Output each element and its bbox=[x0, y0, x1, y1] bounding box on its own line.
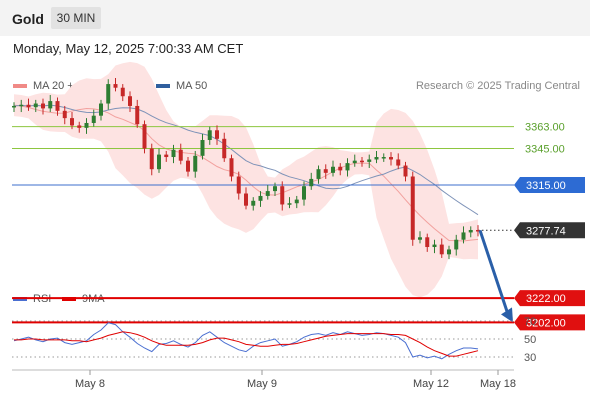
x-tick-label: May 12 bbox=[413, 378, 449, 390]
candle-body bbox=[171, 149, 176, 158]
rsi-level-50-label: 50 bbox=[524, 334, 536, 346]
candle-body bbox=[425, 237, 430, 248]
rsi-line bbox=[13, 322, 479, 360]
timeframe-button[interactable]: 30 MIN bbox=[51, 7, 101, 29]
candle-body bbox=[236, 176, 241, 194]
candle-body bbox=[454, 239, 459, 250]
x-tick-label: May 9 bbox=[247, 378, 277, 390]
ma20-line bbox=[13, 104, 479, 242]
rsi-level-30-label: 30 bbox=[524, 352, 536, 364]
candle-body bbox=[410, 176, 415, 240]
candle-body bbox=[374, 157, 379, 160]
last-price-label: 3277.74 bbox=[526, 225, 566, 237]
candle-body bbox=[294, 199, 299, 204]
candle-body bbox=[338, 166, 343, 171]
candle-body bbox=[273, 186, 277, 192]
candle-body bbox=[439, 244, 444, 255]
rsi-ma-line bbox=[14, 331, 479, 357]
candle-body bbox=[12, 105, 16, 108]
support-tag bbox=[514, 290, 585, 307]
support-tag bbox=[514, 314, 585, 331]
candle-body bbox=[113, 84, 118, 88]
legend-ma50-label: MA 50 bbox=[176, 80, 208, 92]
resistance-label: 3363.00 bbox=[525, 122, 565, 134]
candle-body bbox=[135, 105, 140, 125]
candle-body bbox=[157, 154, 161, 170]
candle-body bbox=[215, 130, 219, 139]
candle-body bbox=[432, 244, 437, 248]
candle-body bbox=[352, 160, 357, 164]
candle-body bbox=[345, 163, 350, 171]
candle-body bbox=[396, 159, 401, 166]
candle-body bbox=[70, 118, 74, 126]
support-label: 3202.00 bbox=[526, 317, 566, 329]
timestamp: Monday, May 12, 2025 7:00:33 AM CET bbox=[13, 41, 244, 56]
candle-body bbox=[62, 110, 67, 119]
candle-body bbox=[287, 203, 292, 205]
candle-body bbox=[403, 165, 408, 177]
candle-body bbox=[142, 124, 147, 149]
candle-body bbox=[251, 200, 256, 206]
candle-body bbox=[461, 232, 466, 240]
candle-body bbox=[149, 148, 154, 170]
candle-body bbox=[200, 140, 205, 156]
candle-body bbox=[120, 87, 125, 97]
candle-body bbox=[164, 154, 169, 158]
credit-text: Research © 2025 Trading Central bbox=[415, 80, 580, 92]
pivot-label: 3315.00 bbox=[526, 180, 566, 192]
candle-body bbox=[476, 229, 480, 232]
candle-body bbox=[33, 103, 38, 108]
candle-body bbox=[323, 169, 328, 173]
candle-body bbox=[186, 160, 190, 172]
x-tick-label: May 18 bbox=[480, 378, 516, 390]
candle-body bbox=[360, 160, 364, 163]
candle-body bbox=[26, 104, 31, 108]
candle-body bbox=[468, 229, 473, 233]
pivot-tag bbox=[514, 177, 585, 193]
forecast-arrow-line bbox=[478, 229, 510, 315]
resistance-label: 3345.00 bbox=[525, 144, 565, 156]
candle-body bbox=[309, 178, 314, 187]
candle-body bbox=[222, 138, 227, 159]
candle-body bbox=[331, 166, 335, 173]
last-price-tag bbox=[514, 222, 585, 239]
candle-body bbox=[244, 193, 248, 206]
candle-body bbox=[19, 104, 24, 107]
candle-body bbox=[77, 125, 82, 128]
candle-body bbox=[258, 195, 263, 201]
symbol-name: Gold bbox=[12, 11, 44, 27]
ma50-swatch bbox=[156, 84, 170, 88]
support-label: 3222.00 bbox=[526, 293, 566, 305]
candle-body bbox=[55, 101, 60, 111]
ma50-line bbox=[13, 104, 479, 216]
candle-body bbox=[193, 155, 198, 172]
candle-body bbox=[41, 103, 45, 109]
candle-body bbox=[447, 249, 451, 255]
candle-body bbox=[178, 149, 183, 161]
candle-body bbox=[207, 130, 212, 141]
candle-body bbox=[128, 96, 132, 106]
candle-body bbox=[367, 159, 372, 162]
candle-body bbox=[229, 158, 234, 177]
bollinger-swatch bbox=[13, 84, 27, 88]
candle-body bbox=[316, 169, 321, 179]
legend-ma50: MA 50 bbox=[156, 80, 207, 92]
candle-body bbox=[418, 237, 422, 240]
candle-body bbox=[84, 122, 89, 128]
candle-body bbox=[381, 157, 386, 159]
candle-body bbox=[265, 191, 270, 196]
candle-body bbox=[302, 186, 306, 200]
candle-body bbox=[106, 84, 111, 104]
forecast-arrow-head bbox=[501, 307, 513, 323]
candle-body bbox=[48, 101, 53, 109]
candle-body bbox=[99, 103, 103, 116]
rsi-level-70-label: 70 bbox=[524, 316, 536, 328]
candle-body bbox=[280, 186, 285, 205]
toolbar: Gold 30 MIN bbox=[0, 0, 590, 36]
candle-body bbox=[389, 157, 393, 160]
x-tick-label: May 8 bbox=[75, 378, 105, 390]
candle-body bbox=[91, 115, 96, 123]
